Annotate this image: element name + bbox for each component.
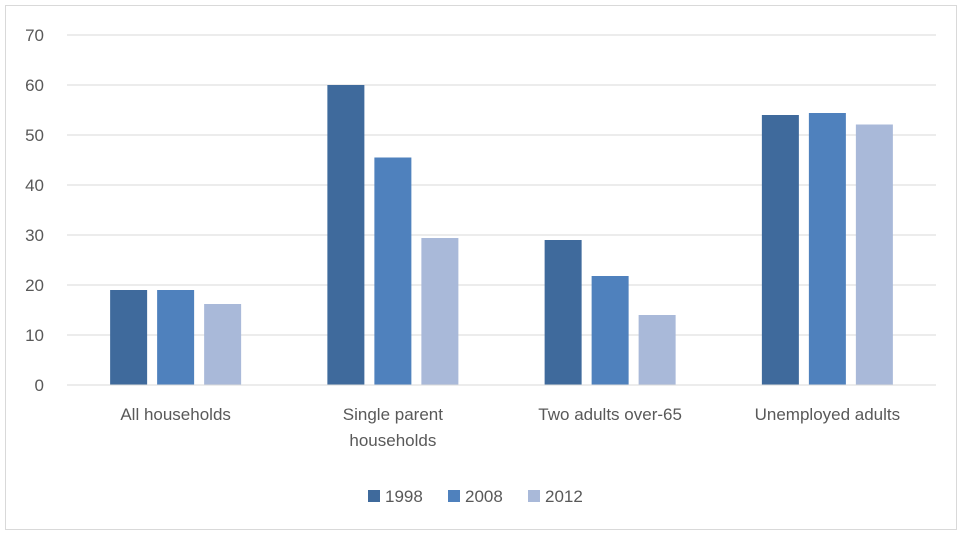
bar-2012-3 [855, 124, 893, 385]
category-label: Unemployed adults [755, 405, 901, 424]
bar-2012-2 [638, 315, 676, 385]
bar-1998-2 [544, 240, 582, 385]
legend-swatch-2008 [448, 490, 460, 502]
category-label: Two adults over-65 [538, 405, 682, 424]
y-tick-label: 30 [25, 226, 44, 245]
bar-2012-0 [204, 304, 242, 385]
bar-2008-3 [808, 113, 846, 385]
bar-2008-1 [374, 157, 412, 385]
legend-swatch-1998 [368, 490, 380, 502]
y-tick-label: 70 [25, 26, 44, 45]
y-tick-label: 20 [25, 276, 44, 295]
category-label: All households [120, 405, 231, 424]
y-tick-label: 40 [25, 176, 44, 195]
y-tick-label: 50 [25, 126, 44, 145]
legend-label-2008: 2008 [465, 487, 503, 506]
bar-1998-3 [761, 115, 799, 385]
y-tick-label: 10 [25, 326, 44, 345]
category-label: households [349, 431, 436, 450]
bar-2008-2 [591, 276, 629, 385]
bar-2008-0 [157, 290, 195, 385]
y-tick-label: 0 [35, 376, 44, 395]
legend-label-1998: 1998 [385, 487, 423, 506]
bar-1998-0 [110, 290, 148, 385]
category-label: Single parent [343, 405, 443, 424]
y-tick-label: 60 [25, 76, 44, 95]
legend-swatch-2012 [528, 490, 540, 502]
bar-2012-1 [421, 238, 459, 385]
legend-label-2012: 2012 [545, 487, 583, 506]
bar-1998-1 [327, 85, 365, 385]
